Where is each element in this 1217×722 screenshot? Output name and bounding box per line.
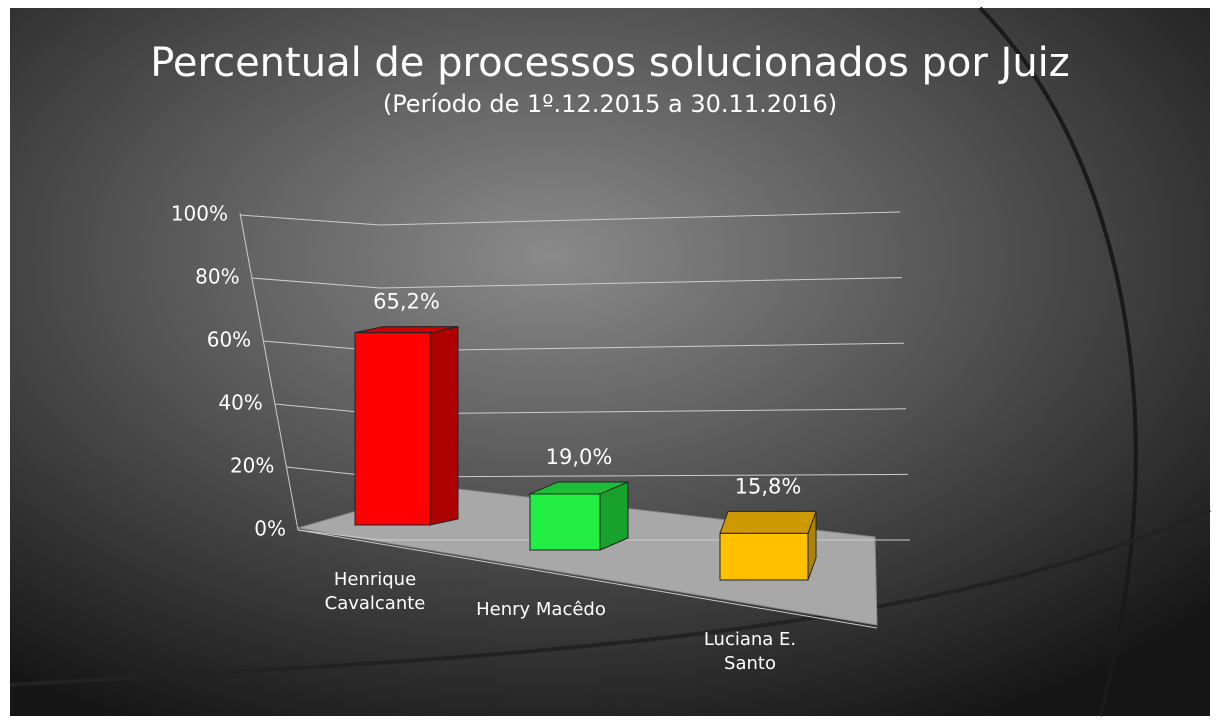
x-tick-label: Henrique Cavalcante — [324, 569, 426, 614]
y-tick-label: 20% — [230, 454, 274, 478]
data-label: 15,8% — [735, 474, 802, 498]
x-tick-label: Luciana E. Santo — [703, 629, 797, 674]
x-axis — [297, 529, 878, 629]
y-tick-label: 80% — [195, 265, 239, 289]
y-tick-label: 100% — [171, 202, 228, 226]
chart-title: Percentual de processos solucionados por… — [150, 40, 1070, 86]
y-axis — [239, 212, 299, 531]
data-label: 19,0% — [546, 445, 613, 469]
y-tick-label: 60% — [207, 328, 251, 352]
x-tick-label: Henry Macêdo — [476, 599, 606, 620]
bar — [719, 532, 809, 581]
bar-top — [719, 510, 817, 534]
data-label: 65,2% — [373, 290, 440, 314]
y-tick-label: 0% — [254, 517, 286, 541]
chart-subtitle: (Período de 1º.12.2015 a 30.11.2016) — [382, 90, 838, 118]
decor-curve — [9, 508, 1211, 687]
background — [10, 8, 1210, 716]
grid-line — [251, 277, 903, 289]
grid-line — [239, 211, 901, 226]
y-tick-label: 40% — [218, 391, 262, 415]
bar-side — [429, 326, 459, 526]
decor-curve — [978, 6, 1138, 717]
bar — [354, 332, 431, 526]
bar — [529, 493, 601, 551]
